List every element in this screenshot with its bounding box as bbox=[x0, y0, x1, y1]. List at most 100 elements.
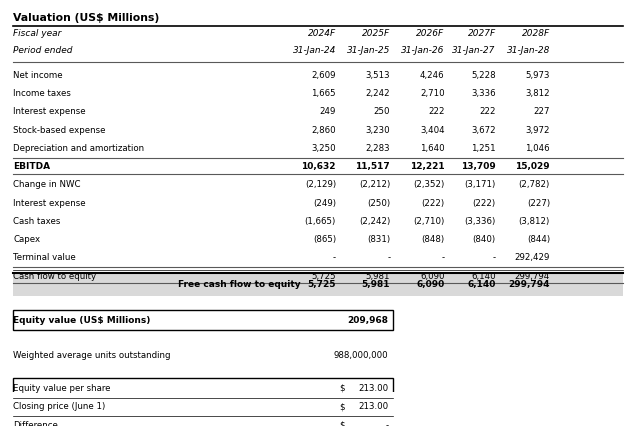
Text: 2,609: 2,609 bbox=[312, 71, 336, 80]
Text: (2,782): (2,782) bbox=[518, 180, 550, 189]
Text: 5,228: 5,228 bbox=[471, 71, 495, 80]
Text: (227): (227) bbox=[527, 199, 550, 207]
Text: 299,794: 299,794 bbox=[515, 272, 550, 281]
Text: Free cash flow to equity: Free cash flow to equity bbox=[178, 280, 301, 289]
Text: 6,090: 6,090 bbox=[416, 280, 445, 289]
Text: 227: 227 bbox=[533, 107, 550, 116]
Text: (3,812): (3,812) bbox=[518, 217, 550, 226]
Text: (2,352): (2,352) bbox=[413, 180, 445, 189]
Text: (249): (249) bbox=[313, 199, 336, 207]
Text: 3,812: 3,812 bbox=[525, 89, 550, 98]
Text: 1,665: 1,665 bbox=[311, 89, 336, 98]
Text: 6,140: 6,140 bbox=[471, 272, 495, 281]
Text: Cash taxes: Cash taxes bbox=[13, 217, 61, 226]
Text: Weighted average units outstanding: Weighted average units outstanding bbox=[13, 351, 171, 360]
Bar bbox=[13, 274, 623, 296]
Text: Interest expense: Interest expense bbox=[13, 199, 86, 207]
Text: (2,129): (2,129) bbox=[305, 180, 336, 189]
Text: 292,429: 292,429 bbox=[515, 253, 550, 262]
Text: -: - bbox=[385, 421, 388, 426]
Text: 6,140: 6,140 bbox=[467, 280, 495, 289]
Text: (250): (250) bbox=[367, 199, 390, 207]
Text: 31-Jan-25: 31-Jan-25 bbox=[347, 46, 390, 55]
Text: 5,725: 5,725 bbox=[307, 280, 336, 289]
Text: 2024F: 2024F bbox=[308, 29, 336, 38]
Text: Capex: Capex bbox=[13, 235, 40, 244]
Text: Terminal value: Terminal value bbox=[13, 253, 76, 262]
Text: (848): (848) bbox=[421, 235, 445, 244]
Text: (222): (222) bbox=[421, 199, 445, 207]
Text: 1,046: 1,046 bbox=[525, 144, 550, 153]
Text: 5,981: 5,981 bbox=[362, 280, 390, 289]
Text: (2,212): (2,212) bbox=[359, 180, 390, 189]
Text: 222: 222 bbox=[479, 107, 495, 116]
Text: Interest expense: Interest expense bbox=[13, 107, 86, 116]
Text: (831): (831) bbox=[367, 235, 390, 244]
Text: Depreciation and amortization: Depreciation and amortization bbox=[13, 144, 145, 153]
Text: Fiscal year: Fiscal year bbox=[13, 29, 62, 38]
Text: 988,000,000: 988,000,000 bbox=[333, 351, 388, 360]
Text: 15,029: 15,029 bbox=[515, 162, 550, 171]
Text: 10,632: 10,632 bbox=[301, 162, 336, 171]
Text: 13,709: 13,709 bbox=[461, 162, 495, 171]
Text: 3,672: 3,672 bbox=[471, 126, 495, 135]
Text: 6,090: 6,090 bbox=[420, 272, 445, 281]
Text: 2,283: 2,283 bbox=[365, 144, 390, 153]
Text: 209,968: 209,968 bbox=[348, 316, 388, 325]
Text: 1,640: 1,640 bbox=[420, 144, 445, 153]
Text: Valuation (US$ Millions): Valuation (US$ Millions) bbox=[13, 13, 160, 23]
Text: (840): (840) bbox=[472, 235, 495, 244]
Text: 4,246: 4,246 bbox=[420, 71, 445, 80]
Text: Equity value per share: Equity value per share bbox=[13, 383, 111, 393]
Text: Stock-based expense: Stock-based expense bbox=[13, 126, 106, 135]
Text: Closing price (June 1): Closing price (June 1) bbox=[13, 402, 106, 411]
Text: (865): (865) bbox=[313, 235, 336, 244]
Text: -: - bbox=[387, 253, 390, 262]
Text: Cash flow to equity: Cash flow to equity bbox=[13, 272, 97, 281]
Text: -: - bbox=[333, 253, 336, 262]
Text: (3,336): (3,336) bbox=[465, 217, 495, 226]
Text: (222): (222) bbox=[472, 199, 495, 207]
Text: 5,973: 5,973 bbox=[525, 71, 550, 80]
Text: 1,251: 1,251 bbox=[471, 144, 495, 153]
Text: 3,336: 3,336 bbox=[471, 89, 495, 98]
Text: 3,230: 3,230 bbox=[365, 126, 390, 135]
Text: 5,981: 5,981 bbox=[365, 272, 390, 281]
Text: 11,517: 11,517 bbox=[355, 162, 390, 171]
Text: 2,710: 2,710 bbox=[420, 89, 445, 98]
Text: 213.00: 213.00 bbox=[358, 383, 388, 393]
Text: -: - bbox=[442, 253, 445, 262]
Text: 31-Jan-28: 31-Jan-28 bbox=[506, 46, 550, 55]
Text: 222: 222 bbox=[428, 107, 445, 116]
Text: (2,242): (2,242) bbox=[359, 217, 390, 226]
Text: Equity value (US$ Millions): Equity value (US$ Millions) bbox=[13, 316, 151, 325]
Text: 3,404: 3,404 bbox=[420, 126, 445, 135]
Text: $: $ bbox=[339, 402, 345, 411]
FancyBboxPatch shape bbox=[13, 310, 394, 330]
FancyBboxPatch shape bbox=[13, 378, 394, 426]
Text: Net income: Net income bbox=[13, 71, 63, 80]
Text: (2,710): (2,710) bbox=[413, 217, 445, 226]
Text: Period ended: Period ended bbox=[13, 46, 73, 55]
Bar bbox=[14, 419, 393, 426]
Text: (844): (844) bbox=[527, 235, 550, 244]
Text: $: $ bbox=[339, 421, 345, 426]
Text: Difference: Difference bbox=[13, 421, 58, 426]
Text: (1,665): (1,665) bbox=[305, 217, 336, 226]
Text: 2025F: 2025F bbox=[362, 29, 390, 38]
Text: (3,171): (3,171) bbox=[465, 180, 495, 189]
Text: 3,250: 3,250 bbox=[311, 144, 336, 153]
Text: 3,513: 3,513 bbox=[365, 71, 390, 80]
Text: 2026F: 2026F bbox=[417, 29, 445, 38]
Text: Change in NWC: Change in NWC bbox=[13, 180, 81, 189]
Text: 31-Jan-26: 31-Jan-26 bbox=[401, 46, 445, 55]
Text: 5,725: 5,725 bbox=[311, 272, 336, 281]
Text: 250: 250 bbox=[374, 107, 390, 116]
Text: 2,860: 2,860 bbox=[311, 126, 336, 135]
Text: 31-Jan-27: 31-Jan-27 bbox=[452, 46, 495, 55]
Text: 31-Jan-24: 31-Jan-24 bbox=[292, 46, 336, 55]
Text: 213.00: 213.00 bbox=[358, 402, 388, 411]
Text: 2,242: 2,242 bbox=[365, 89, 390, 98]
Text: 299,794: 299,794 bbox=[508, 280, 550, 289]
Text: 2027F: 2027F bbox=[467, 29, 495, 38]
